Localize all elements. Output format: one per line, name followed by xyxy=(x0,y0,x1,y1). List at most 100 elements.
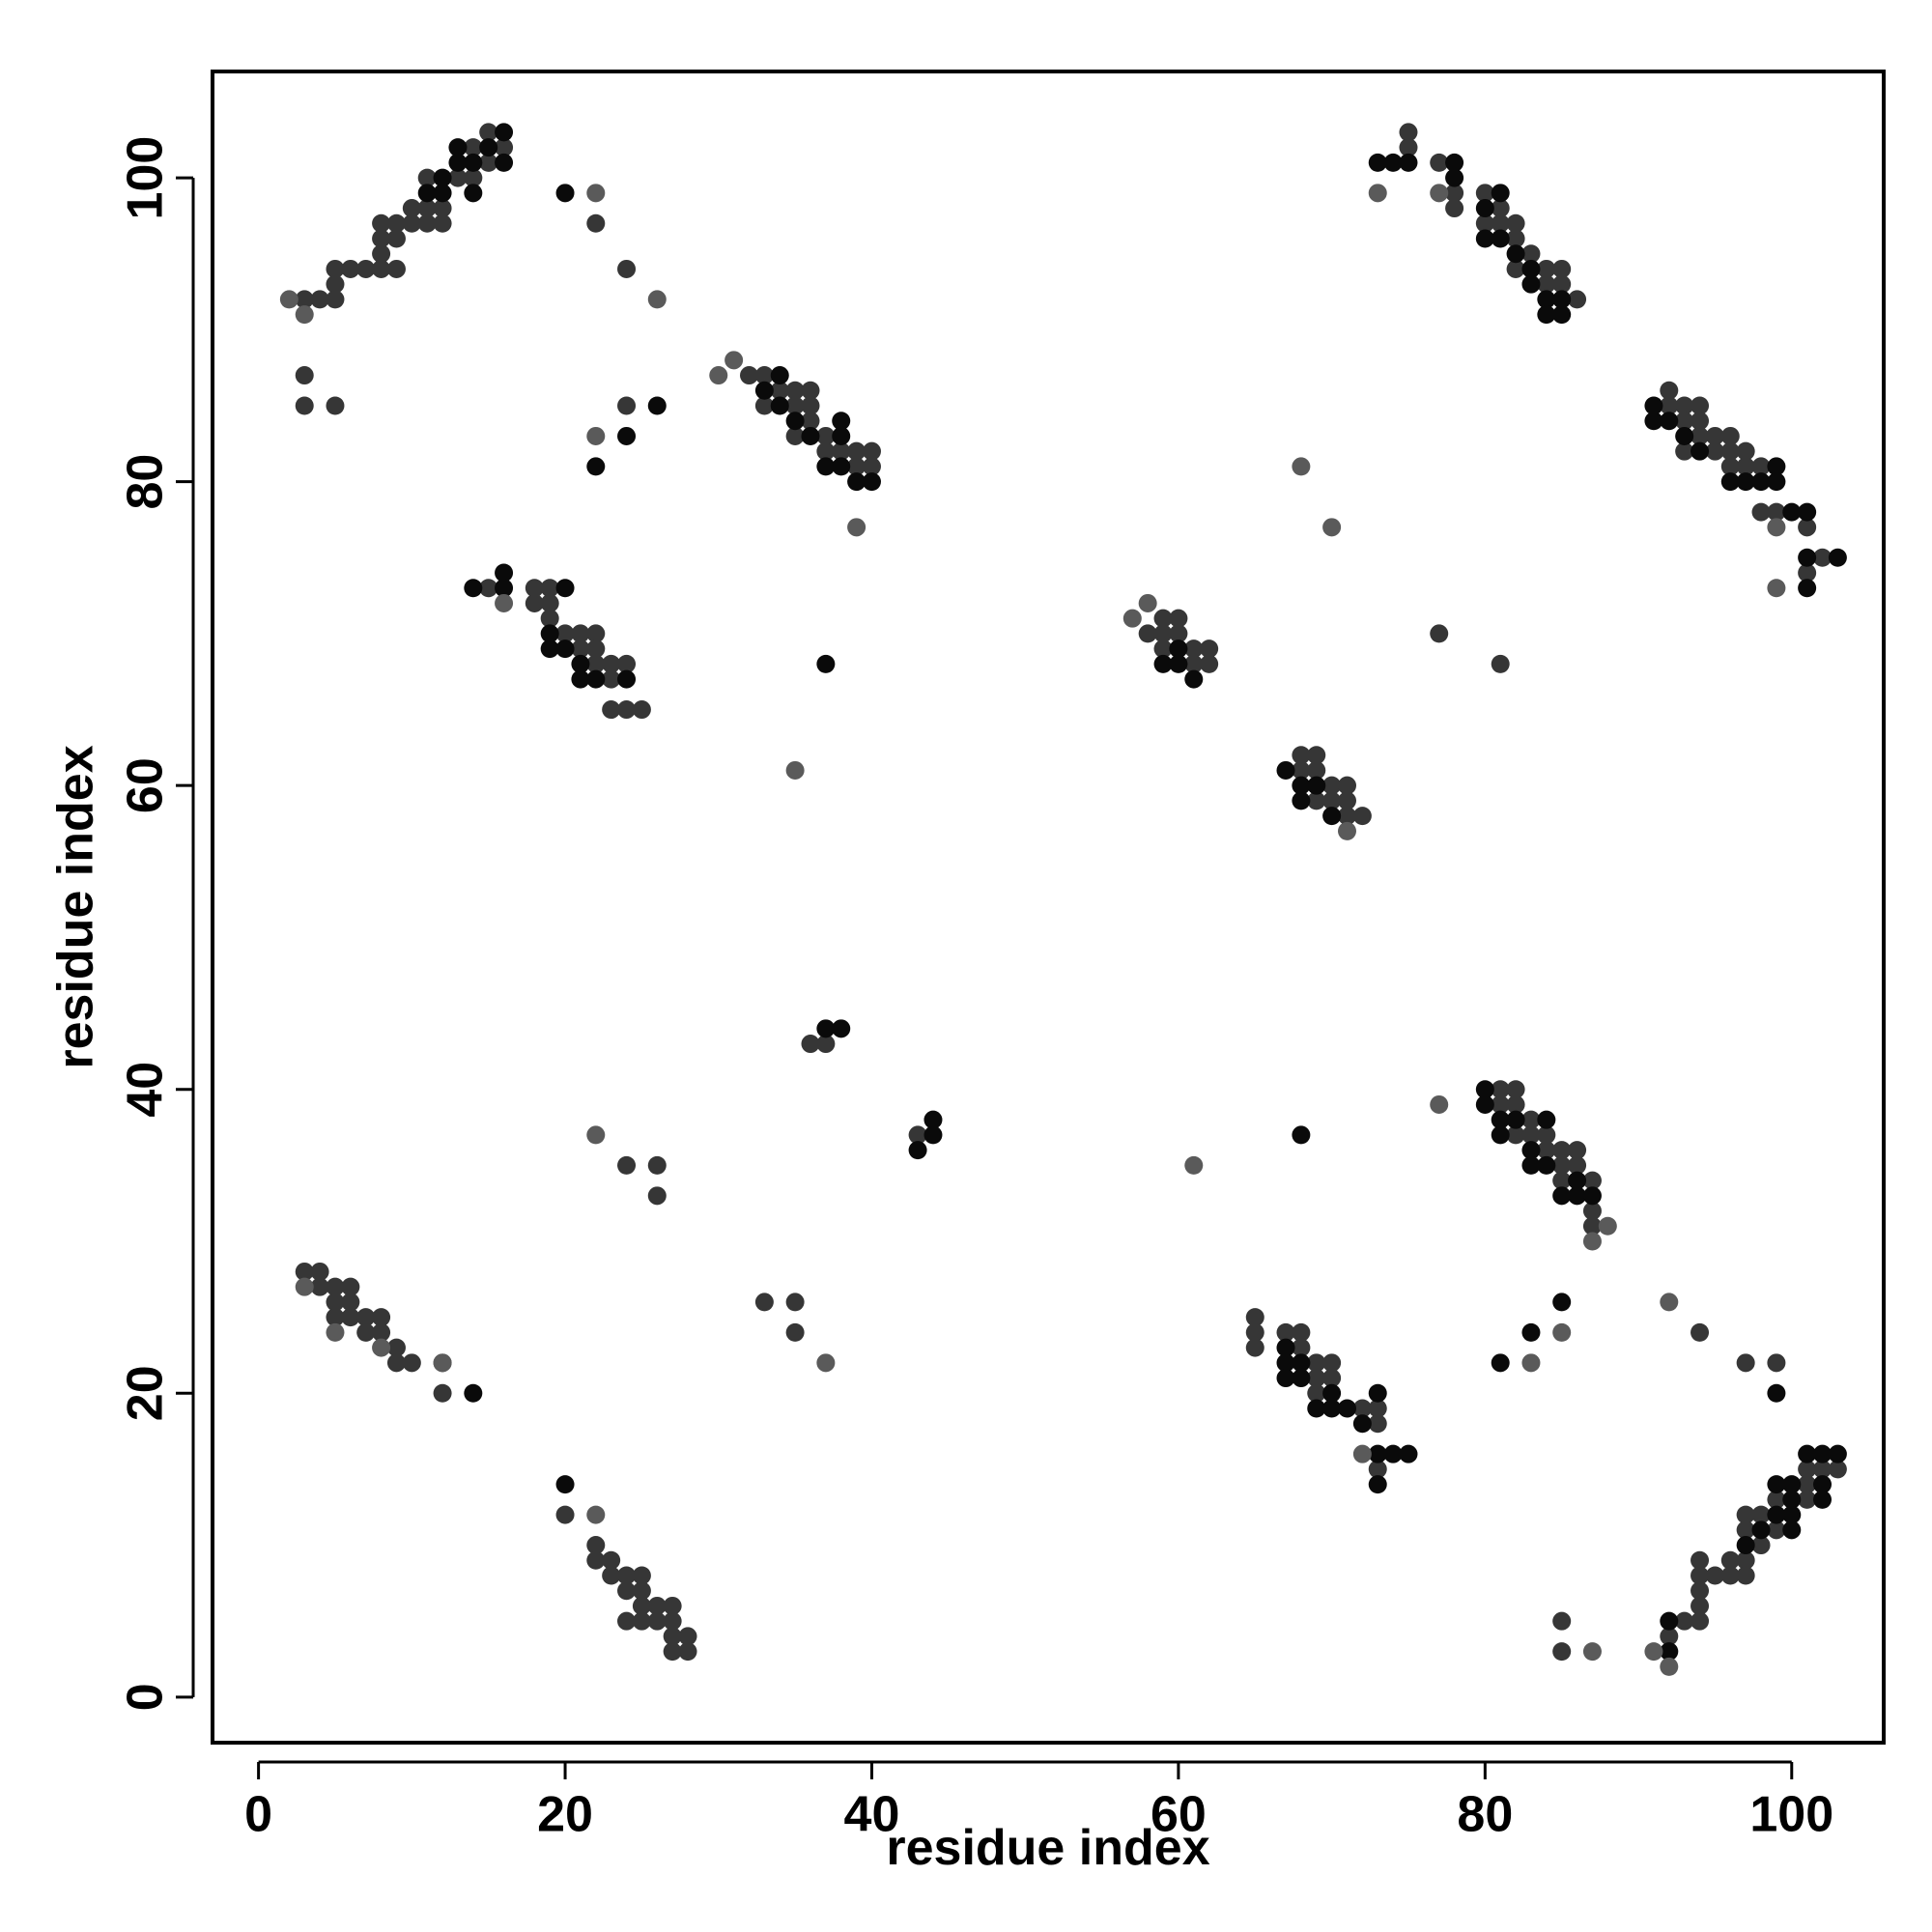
point xyxy=(326,274,345,294)
point xyxy=(1383,1444,1403,1463)
point xyxy=(1153,654,1173,673)
point xyxy=(479,123,498,142)
point xyxy=(356,1322,376,1342)
point xyxy=(1475,1080,1494,1099)
point xyxy=(1767,1490,1786,1509)
point xyxy=(1798,518,1817,537)
point xyxy=(495,153,514,172)
point xyxy=(1368,1444,1387,1463)
point xyxy=(1200,654,1219,673)
point xyxy=(1322,518,1342,537)
point xyxy=(1568,1186,1587,1206)
point xyxy=(785,760,805,780)
y-tick-label: 0 xyxy=(118,1683,174,1711)
point xyxy=(417,168,437,187)
y-tick-label: 60 xyxy=(118,757,174,813)
point xyxy=(1491,1094,1510,1114)
point xyxy=(295,366,314,385)
point xyxy=(770,396,789,415)
point xyxy=(1276,1369,1295,1388)
point xyxy=(464,1383,483,1403)
point xyxy=(586,654,606,673)
point xyxy=(372,229,391,248)
point xyxy=(1307,1399,1326,1418)
point xyxy=(1521,244,1541,264)
point xyxy=(602,1566,621,1585)
point xyxy=(1138,593,1157,612)
point xyxy=(341,1308,360,1327)
point xyxy=(1552,1642,1572,1662)
point xyxy=(1782,1505,1802,1524)
point xyxy=(525,579,544,598)
point xyxy=(1767,472,1786,492)
point xyxy=(1798,502,1817,522)
point xyxy=(1368,1475,1387,1494)
point xyxy=(1720,472,1740,492)
point xyxy=(1736,1550,1755,1570)
point xyxy=(495,123,514,142)
point xyxy=(908,1141,927,1160)
point xyxy=(555,184,575,203)
point xyxy=(709,366,728,385)
point xyxy=(1798,1475,1817,1494)
point xyxy=(647,396,667,415)
point xyxy=(448,138,468,157)
point xyxy=(1521,1141,1541,1160)
point xyxy=(1292,1369,1311,1388)
point xyxy=(372,244,391,264)
point xyxy=(832,1019,851,1038)
point xyxy=(1276,1353,1295,1373)
point xyxy=(1475,229,1494,248)
point xyxy=(295,1262,314,1281)
point xyxy=(1705,441,1724,461)
point xyxy=(1660,396,1679,415)
point xyxy=(1445,199,1464,218)
point xyxy=(1153,624,1173,643)
point xyxy=(1352,807,1372,826)
point xyxy=(1813,1475,1833,1494)
point xyxy=(1798,1460,1817,1479)
point xyxy=(816,1353,836,1373)
point xyxy=(1690,412,1710,431)
point xyxy=(1292,776,1311,795)
point xyxy=(1491,184,1510,203)
point xyxy=(1506,1094,1525,1114)
point xyxy=(617,654,637,673)
point xyxy=(1307,791,1326,810)
point xyxy=(1506,229,1525,248)
point xyxy=(1445,168,1464,187)
point xyxy=(801,1035,820,1054)
point xyxy=(1537,305,1556,325)
point xyxy=(1751,1505,1771,1524)
point xyxy=(1690,1596,1710,1615)
point xyxy=(647,290,667,309)
point xyxy=(1582,1202,1602,1221)
point xyxy=(816,1035,836,1054)
point xyxy=(1598,1216,1617,1236)
point xyxy=(832,426,851,445)
point xyxy=(1307,746,1326,765)
point xyxy=(1720,426,1740,445)
point xyxy=(1352,1399,1372,1418)
point xyxy=(525,593,544,612)
point xyxy=(1383,153,1403,172)
point xyxy=(1245,1308,1264,1327)
point xyxy=(1690,1581,1710,1601)
point xyxy=(1368,1383,1387,1403)
point xyxy=(1736,1520,1755,1540)
point xyxy=(1552,1171,1572,1190)
point xyxy=(571,624,590,643)
point xyxy=(1276,760,1295,780)
point xyxy=(372,259,391,278)
point xyxy=(1813,548,1833,567)
point xyxy=(801,412,820,431)
point xyxy=(555,1475,575,1494)
point xyxy=(1767,1505,1786,1524)
point xyxy=(663,1596,682,1615)
point xyxy=(754,366,774,385)
point xyxy=(586,1505,606,1524)
point xyxy=(770,381,789,400)
point xyxy=(1368,184,1387,203)
point xyxy=(1767,502,1786,522)
point xyxy=(740,366,759,385)
